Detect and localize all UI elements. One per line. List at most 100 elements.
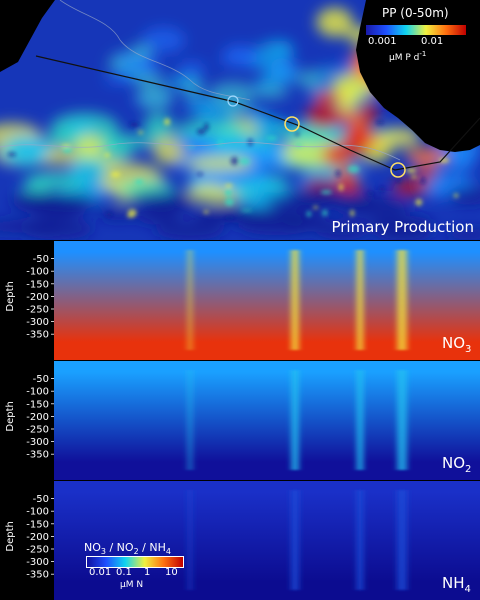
map-texture (317, 66, 340, 80)
map-texture (396, 177, 401, 183)
pp-colorbar-units: μM P d-1 (389, 50, 427, 63)
y-tick-label: -350 (26, 570, 49, 581)
contour-line (0, 141, 401, 161)
map-texture (230, 157, 239, 165)
eddy-marker (284, 116, 300, 132)
map-texture (410, 175, 418, 179)
plume-feature (291, 370, 299, 470)
y-tick-label: -300 (26, 317, 49, 328)
map-texture (135, 205, 179, 226)
map-texture (138, 130, 144, 134)
plume-feature (397, 370, 407, 470)
map-texture (312, 205, 319, 209)
plume-feature (187, 250, 193, 350)
plume-feature (291, 490, 299, 590)
map-texture (177, 61, 207, 75)
plume-feature (356, 250, 364, 350)
map-texture (129, 43, 154, 60)
map-texture (62, 146, 72, 153)
y-tick-label: -250 (26, 425, 49, 436)
map-texture (143, 113, 175, 141)
map-texture (21, 179, 53, 194)
n-colorbar-units: μM N (120, 580, 144, 590)
map-texture (239, 158, 250, 165)
panel-label: NO3 (442, 334, 471, 355)
map-title: Primary Production (331, 218, 474, 236)
plume-feature (397, 490, 407, 590)
y-tick-label: -100 (26, 507, 49, 518)
map-texture (186, 146, 196, 149)
map-texture (335, 170, 341, 177)
panel-label: NH4 (442, 574, 471, 595)
eddy-marker (390, 162, 406, 178)
map-texture (420, 177, 426, 185)
y-tick-label: -50 (33, 374, 49, 385)
y-axis-label: Depth (5, 281, 16, 311)
map-texture (375, 224, 432, 240)
map-texture (104, 153, 110, 158)
n-colorbar-tick-1: 0.1 (116, 567, 132, 578)
section-panel-no3: -50 -100-150 -200 -250-300 -350 Depth NO3 (0, 240, 480, 360)
eddy-marker (227, 95, 239, 107)
map-texture (223, 216, 236, 220)
n-colorbar-title: NO3 / NO2 / NH4 (84, 541, 171, 557)
map-texture (219, 53, 262, 68)
map-texture (129, 192, 197, 207)
map-texture (225, 198, 234, 206)
map-texture (69, 157, 108, 185)
map-texture (297, 69, 324, 90)
map-texture (453, 193, 459, 198)
map-texture (306, 211, 312, 217)
map-texture (134, 179, 144, 185)
map-texture (365, 192, 376, 196)
y-tick-label: -150 (26, 279, 49, 290)
map-texture (208, 81, 256, 106)
map-texture (0, 134, 50, 167)
section-panel-no2: -50 -100-150 -200 -250-300 -350 Depth NO2 (0, 360, 480, 480)
map-texture (338, 183, 344, 192)
y-tick-label: -200 (26, 412, 49, 423)
contour-line-north (59, 0, 251, 101)
map-texture (415, 164, 438, 180)
map-texture (230, 207, 302, 224)
plume-feature (187, 370, 193, 470)
section-track (35, 55, 480, 171)
y-tick-label: -150 (26, 519, 49, 530)
map-texture (316, 7, 354, 37)
pp-colorbar-tick-1: 0.01 (421, 36, 444, 47)
map-texture (246, 107, 269, 124)
map-texture (322, 209, 328, 217)
land-africa (356, 0, 480, 152)
section-panel-nh4: -50 -100-150 -200 -250-300 -350 Depth NH4 (0, 480, 480, 600)
map-texture (103, 73, 137, 85)
map-texture (141, 27, 186, 54)
y-tick-label: -350 (26, 450, 49, 461)
map-texture (350, 209, 355, 217)
map-texture (129, 122, 140, 128)
map-texture (203, 210, 209, 214)
y-axis-label: Depth (5, 521, 16, 551)
y-tick-label: -50 (33, 254, 49, 265)
primary-production-map (0, 0, 480, 240)
map-texture (295, 132, 300, 136)
map-texture (136, 85, 174, 111)
map-texture (164, 118, 171, 126)
y-tick-label: -300 (26, 437, 49, 448)
map-texture (448, 185, 480, 206)
map-texture (196, 128, 206, 135)
plume-feature (356, 370, 364, 470)
map-texture (155, 219, 225, 240)
y-tick-label: -250 (26, 305, 49, 316)
panel-label: NO2 (442, 454, 471, 475)
map-texture (110, 171, 121, 177)
section-field (54, 480, 480, 600)
map-texture (126, 214, 135, 218)
pp-colorbar (365, 24, 467, 36)
y-tick-label: -300 (26, 557, 49, 568)
land-north (0, 0, 55, 72)
plume-feature (187, 490, 193, 590)
pp-colorbar-tick-0: 0.001 (368, 36, 397, 47)
map-texture (338, 89, 358, 112)
section-field (54, 360, 480, 480)
